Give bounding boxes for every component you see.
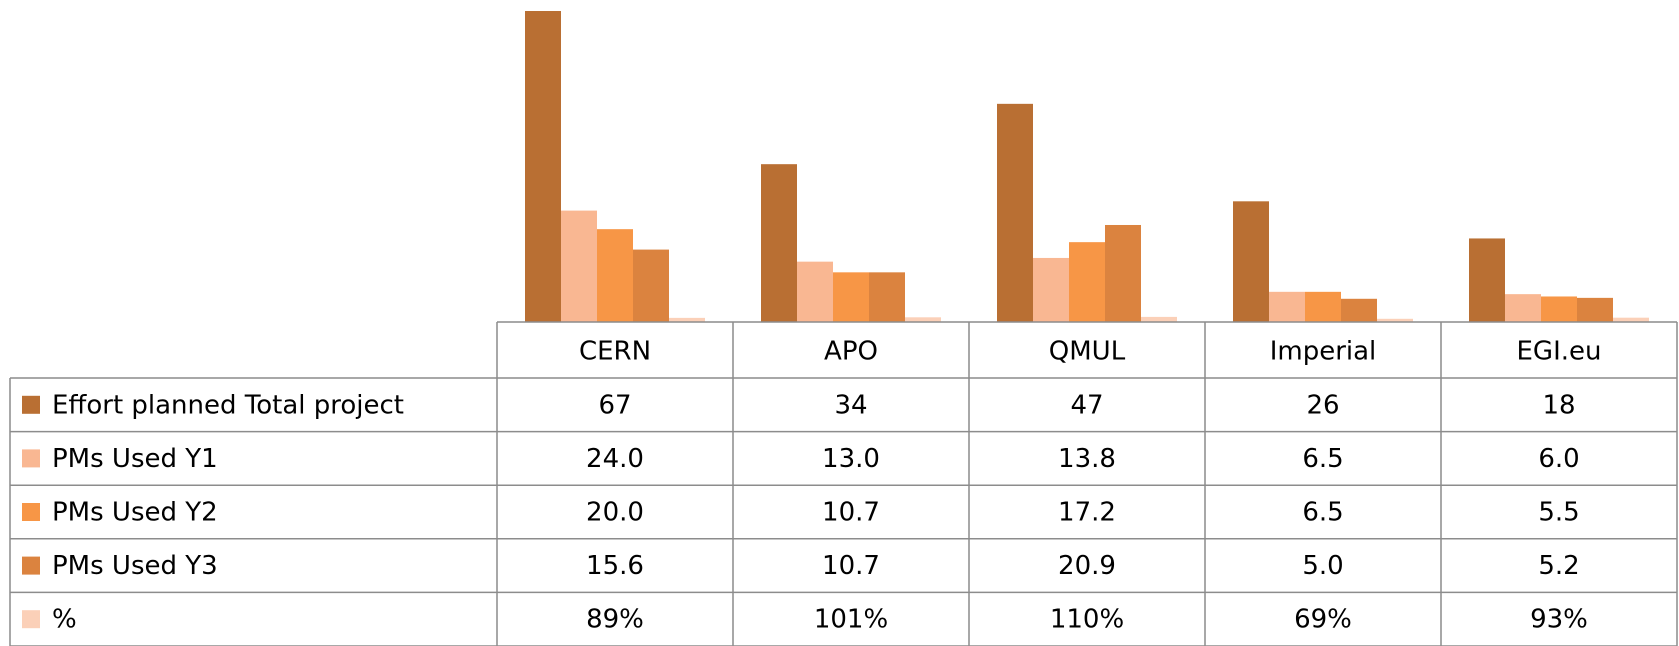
category-label: QMUL [1049,337,1126,367]
bar [869,272,905,322]
bar [669,317,705,322]
bar [525,11,561,322]
bar [597,229,633,322]
bar [1469,238,1505,322]
bar [1577,297,1613,322]
table-value: 5.2 [1538,551,1579,581]
bar [633,249,669,322]
table-value: 93% [1530,605,1588,635]
table-value: 20.9 [1058,551,1116,581]
table-value: 67 [598,390,631,420]
bar [905,317,941,322]
table-value: 5.5 [1538,498,1579,528]
category-label: EGI.eu [1517,337,1602,367]
legend-label: PMs Used Y3 [52,551,218,581]
legend-swatch [22,503,40,521]
legend-swatch [22,449,40,468]
bar [1269,291,1305,322]
table-value: 6.5 [1302,498,1343,528]
bar [1305,291,1341,322]
table-value: 47 [1070,390,1103,420]
legend-label: PMs Used Y1 [52,444,218,474]
bar [1141,316,1177,322]
table-value: 24.0 [586,444,644,474]
bar [1341,298,1377,322]
table-value: 18 [1542,390,1575,420]
table-value: 6.0 [1538,444,1579,474]
table-value: 101% [814,605,888,635]
table-value: 89% [586,605,644,635]
table-value: 110% [1050,605,1124,635]
legend-swatch [22,610,40,629]
table-value: 13.8 [1058,444,1116,474]
table-value: 6.5 [1302,444,1343,474]
table-value: 15.6 [586,551,644,581]
bar [1505,294,1541,322]
bar [1613,317,1649,322]
table-value: 69% [1294,605,1352,635]
bar [1233,201,1269,322]
table-value: 17.2 [1058,498,1116,528]
legend-swatch [22,395,40,414]
bar [1033,257,1069,322]
bar [797,261,833,322]
bar [1377,318,1413,322]
bar [1541,296,1577,322]
legend-label: % [52,605,77,635]
legend-label: PMs Used Y2 [52,498,218,528]
table-value: 20.0 [586,498,644,528]
table-value: 5.0 [1302,551,1343,581]
table-value: 10.7 [822,551,880,581]
bar [761,164,797,322]
legend-label: Effort planned Total project [52,390,404,420]
bar [561,210,597,322]
table-value: 10.7 [822,498,880,528]
legend-swatch [22,556,40,575]
table-value: 26 [1306,390,1339,420]
category-label: CERN [579,337,651,367]
bar [997,103,1033,323]
bar [1069,242,1105,322]
table-value: 34 [834,390,867,420]
category-label: Imperial [1270,337,1377,367]
bar [833,272,869,322]
table-value: 13.0 [822,444,880,474]
category-label: APO [824,337,878,367]
bar [1105,224,1141,322]
